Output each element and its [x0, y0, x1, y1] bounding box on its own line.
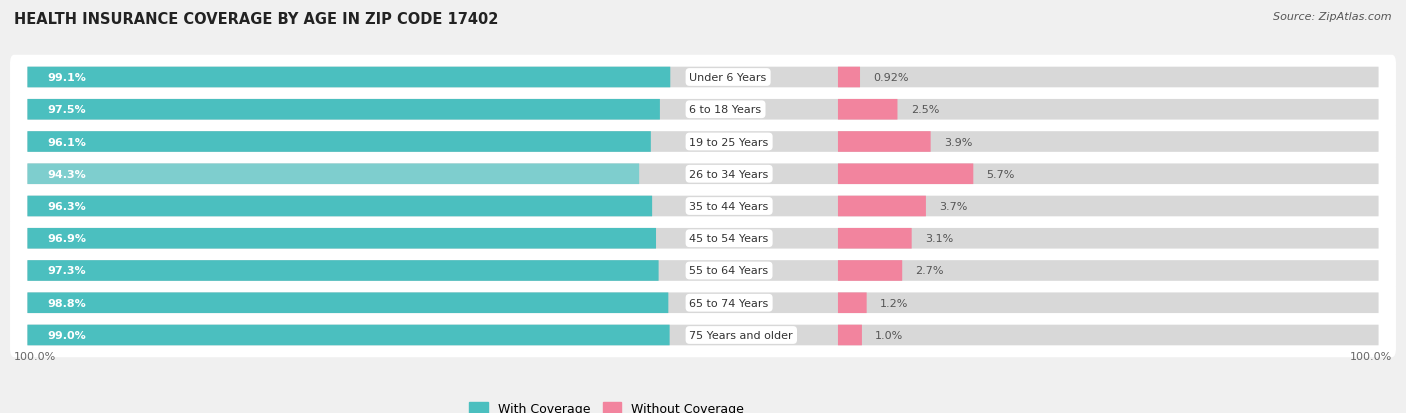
- Text: 19 to 25 Years: 19 to 25 Years: [689, 137, 769, 147]
- FancyBboxPatch shape: [28, 164, 640, 185]
- Text: 2.5%: 2.5%: [911, 105, 939, 115]
- FancyBboxPatch shape: [10, 56, 1396, 100]
- FancyBboxPatch shape: [10, 249, 1396, 293]
- Text: 3.1%: 3.1%: [925, 234, 953, 244]
- Text: 98.8%: 98.8%: [48, 298, 87, 308]
- FancyBboxPatch shape: [28, 196, 652, 217]
- Text: 100.0%: 100.0%: [1350, 351, 1392, 361]
- FancyBboxPatch shape: [28, 164, 1378, 185]
- FancyBboxPatch shape: [28, 293, 1378, 313]
- Text: HEALTH INSURANCE COVERAGE BY AGE IN ZIP CODE 17402: HEALTH INSURANCE COVERAGE BY AGE IN ZIP …: [14, 12, 499, 27]
- Text: 96.9%: 96.9%: [48, 234, 87, 244]
- Text: Under 6 Years: Under 6 Years: [689, 73, 766, 83]
- Text: 100.0%: 100.0%: [14, 351, 56, 361]
- FancyBboxPatch shape: [10, 281, 1396, 325]
- Text: 94.3%: 94.3%: [48, 169, 87, 179]
- FancyBboxPatch shape: [28, 100, 659, 120]
- FancyBboxPatch shape: [838, 196, 927, 217]
- FancyBboxPatch shape: [10, 184, 1396, 229]
- Legend: With Coverage, Without Coverage: With Coverage, Without Coverage: [464, 397, 749, 413]
- FancyBboxPatch shape: [10, 216, 1396, 261]
- FancyBboxPatch shape: [28, 261, 1378, 281]
- Text: 26 to 34 Years: 26 to 34 Years: [689, 169, 769, 179]
- Text: 45 to 54 Years: 45 to 54 Years: [689, 234, 769, 244]
- Text: 96.1%: 96.1%: [48, 137, 87, 147]
- Text: Source: ZipAtlas.com: Source: ZipAtlas.com: [1274, 12, 1392, 22]
- Text: 99.0%: 99.0%: [48, 330, 87, 340]
- FancyBboxPatch shape: [10, 88, 1396, 132]
- FancyBboxPatch shape: [838, 261, 903, 281]
- Text: 6 to 18 Years: 6 to 18 Years: [689, 105, 762, 115]
- FancyBboxPatch shape: [10, 152, 1396, 197]
- FancyBboxPatch shape: [10, 120, 1396, 164]
- Text: 1.2%: 1.2%: [880, 298, 908, 308]
- FancyBboxPatch shape: [28, 325, 1378, 346]
- FancyBboxPatch shape: [838, 164, 973, 185]
- FancyBboxPatch shape: [28, 325, 669, 346]
- Text: 35 to 44 Years: 35 to 44 Years: [689, 202, 769, 211]
- FancyBboxPatch shape: [28, 132, 1378, 152]
- Text: 5.7%: 5.7%: [987, 169, 1015, 179]
- Text: 97.5%: 97.5%: [48, 105, 86, 115]
- FancyBboxPatch shape: [10, 313, 1396, 357]
- Text: 55 to 64 Years: 55 to 64 Years: [689, 266, 769, 276]
- FancyBboxPatch shape: [28, 67, 1378, 88]
- FancyBboxPatch shape: [838, 325, 862, 346]
- Text: 96.3%: 96.3%: [48, 202, 87, 211]
- FancyBboxPatch shape: [838, 228, 911, 249]
- Text: 1.0%: 1.0%: [876, 330, 904, 340]
- Text: 2.7%: 2.7%: [915, 266, 943, 276]
- FancyBboxPatch shape: [838, 132, 931, 152]
- FancyBboxPatch shape: [28, 196, 1378, 217]
- FancyBboxPatch shape: [28, 100, 1378, 120]
- Text: 97.3%: 97.3%: [48, 266, 86, 276]
- FancyBboxPatch shape: [28, 67, 671, 88]
- FancyBboxPatch shape: [838, 100, 897, 120]
- FancyBboxPatch shape: [28, 228, 657, 249]
- FancyBboxPatch shape: [838, 67, 860, 88]
- FancyBboxPatch shape: [28, 132, 651, 152]
- FancyBboxPatch shape: [28, 261, 658, 281]
- FancyBboxPatch shape: [28, 228, 1378, 249]
- Text: 3.9%: 3.9%: [943, 137, 973, 147]
- Text: 0.92%: 0.92%: [873, 73, 908, 83]
- Text: 3.7%: 3.7%: [939, 202, 967, 211]
- Text: 75 Years and older: 75 Years and older: [689, 330, 793, 340]
- FancyBboxPatch shape: [838, 293, 866, 313]
- Text: 99.1%: 99.1%: [48, 73, 87, 83]
- Text: 65 to 74 Years: 65 to 74 Years: [689, 298, 769, 308]
- FancyBboxPatch shape: [28, 293, 668, 313]
